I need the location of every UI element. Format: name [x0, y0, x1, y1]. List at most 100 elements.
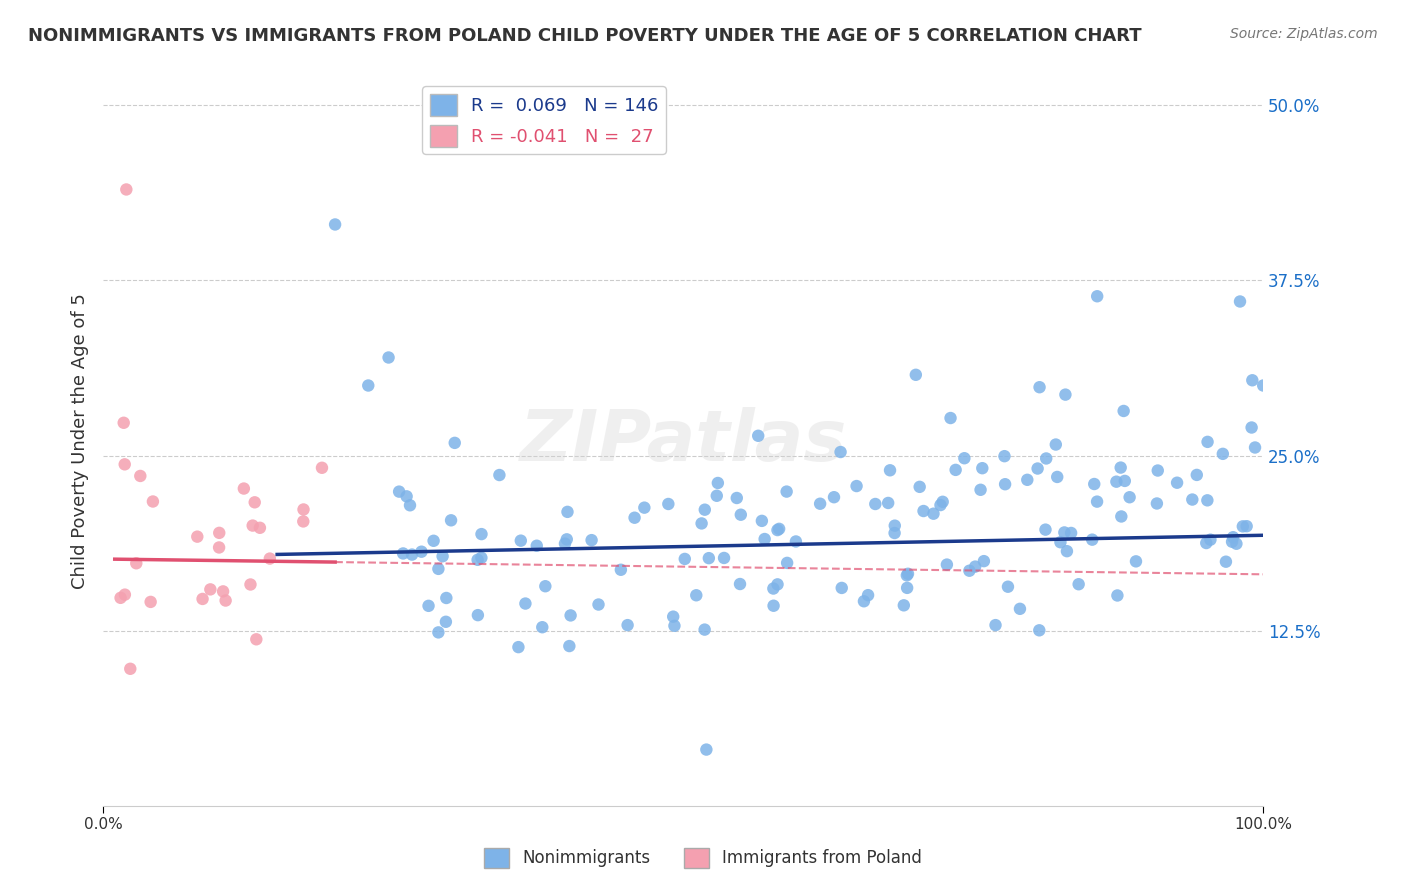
- Point: [1060, 525, 1083, 540]
- Point: [766, 523, 789, 537]
- Point: [558, 639, 581, 653]
- Point: [554, 536, 576, 550]
- Point: [110, 591, 132, 605]
- Point: [877, 496, 900, 510]
- Point: [1114, 474, 1136, 488]
- Point: [388, 484, 411, 499]
- Point: [1229, 294, 1251, 309]
- Point: [432, 549, 454, 564]
- Point: [852, 594, 875, 608]
- Point: [657, 497, 679, 511]
- Point: [411, 544, 433, 558]
- Point: [531, 620, 554, 634]
- Legend: R =  0.069   N = 146, R = -0.041   N =  27: R = 0.069 N = 146, R = -0.041 N = 27: [422, 87, 665, 154]
- Point: [1118, 490, 1140, 504]
- Point: [706, 489, 728, 503]
- Point: [997, 580, 1019, 594]
- Point: [935, 558, 957, 572]
- Point: [1241, 373, 1264, 387]
- Point: [957, 564, 980, 578]
- Point: [969, 483, 991, 497]
- Point: [200, 582, 222, 597]
- Point: [427, 562, 450, 576]
- Point: [1146, 463, 1168, 477]
- Point: [1085, 494, 1108, 508]
- Point: [232, 482, 254, 496]
- Point: [1220, 534, 1243, 549]
- Point: [1107, 589, 1129, 603]
- Point: [945, 463, 967, 477]
- Point: [1053, 525, 1076, 540]
- Point: [357, 378, 380, 392]
- Point: [953, 451, 976, 466]
- Point: [929, 498, 952, 512]
- Point: [249, 521, 271, 535]
- Point: [616, 618, 638, 632]
- Point: [120, 662, 142, 676]
- Point: [931, 495, 953, 509]
- Point: [856, 588, 879, 602]
- Point: [1212, 447, 1234, 461]
- Point: [1046, 470, 1069, 484]
- Point: [896, 568, 918, 582]
- Point: [470, 550, 492, 565]
- Point: [1112, 404, 1135, 418]
- Point: [212, 584, 235, 599]
- Point: [142, 494, 165, 508]
- Legend: Nonimmigrants, Immigrants from Poland: Nonimmigrants, Immigrants from Poland: [477, 841, 929, 875]
- Point: [323, 218, 346, 232]
- Point: [1251, 378, 1274, 392]
- Point: [693, 623, 716, 637]
- Point: [1111, 509, 1133, 524]
- Point: [1028, 624, 1050, 638]
- Point: [662, 609, 685, 624]
- Point: [1035, 451, 1057, 466]
- Text: Source: ZipAtlas.com: Source: ZipAtlas.com: [1230, 27, 1378, 41]
- Point: [534, 579, 557, 593]
- Point: [418, 599, 440, 613]
- Point: [555, 533, 578, 547]
- Point: [1166, 475, 1188, 490]
- Point: [768, 522, 790, 536]
- Point: [1085, 289, 1108, 303]
- Point: [1225, 537, 1247, 551]
- Text: NONIMMIGRANTS VS IMMIGRANTS FROM POLAND CHILD POVERTY UNDER THE AGE OF 5 CORRELA: NONIMMIGRANTS VS IMMIGRANTS FROM POLAND …: [28, 27, 1142, 45]
- Point: [139, 595, 162, 609]
- Point: [785, 534, 807, 549]
- Point: [879, 463, 901, 477]
- Point: [581, 533, 603, 548]
- Point: [883, 518, 905, 533]
- Point: [908, 480, 931, 494]
- Point: [973, 554, 995, 568]
- Point: [893, 599, 915, 613]
- Point: [897, 566, 920, 581]
- Point: [509, 533, 531, 548]
- Point: [488, 468, 510, 483]
- Point: [515, 597, 537, 611]
- Point: [845, 479, 868, 493]
- Point: [1105, 475, 1128, 489]
- Point: [245, 632, 267, 647]
- Point: [695, 742, 717, 756]
- Point: [1240, 420, 1263, 434]
- Point: [114, 458, 136, 472]
- Point: [697, 551, 720, 566]
- Point: [762, 582, 785, 596]
- Point: [395, 489, 418, 503]
- Point: [728, 577, 751, 591]
- Point: [434, 615, 457, 629]
- Point: [823, 490, 845, 504]
- Point: [993, 449, 1015, 463]
- Point: [762, 599, 785, 613]
- Point: [1244, 441, 1267, 455]
- Point: [912, 504, 935, 518]
- Point: [208, 541, 231, 555]
- Point: [1045, 437, 1067, 451]
- Point: [1181, 492, 1204, 507]
- Point: [965, 559, 987, 574]
- Point: [1083, 477, 1105, 491]
- Point: [508, 640, 530, 654]
- Point: [191, 591, 214, 606]
- Point: [673, 552, 696, 566]
- Point: [259, 551, 281, 566]
